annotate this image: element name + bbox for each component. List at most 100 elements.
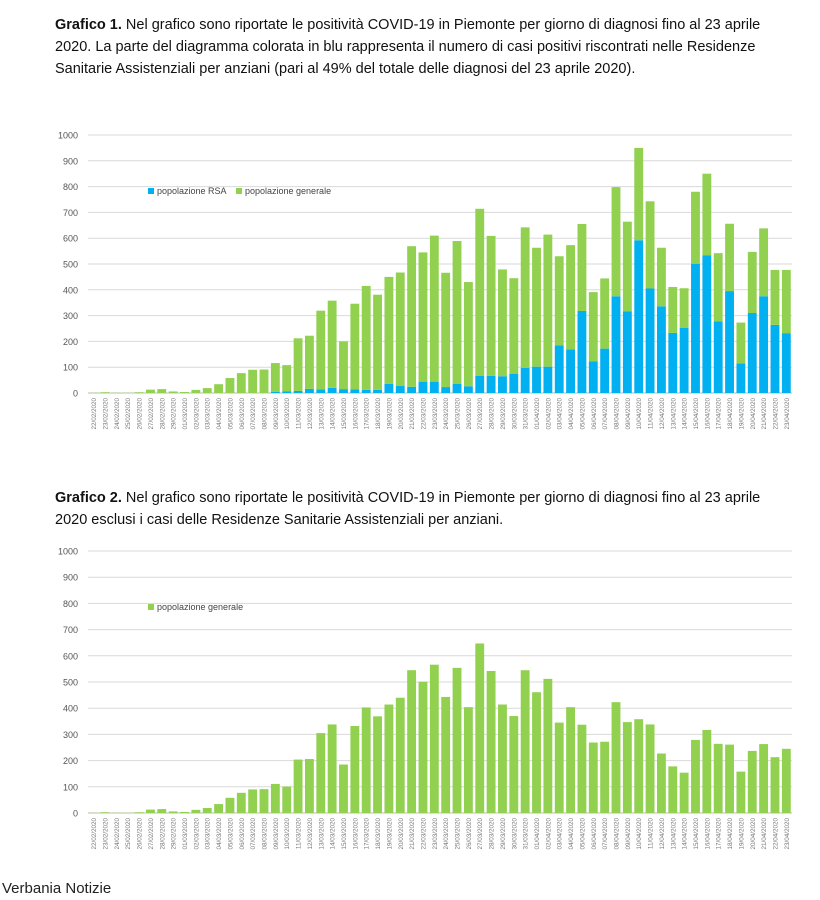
- bar-generale: [736, 322, 746, 364]
- bar-generale: [202, 388, 212, 393]
- bar-generale: [725, 223, 734, 292]
- x-tick-label: 17/03/2020: [364, 818, 371, 850]
- x-tick-label: 24/02/2020: [114, 398, 121, 430]
- bar-rsa: [361, 389, 371, 393]
- bar-generale: [214, 804, 224, 813]
- x-tick-label: 18/03/2020: [375, 818, 382, 850]
- x-tick-label: 01/04/2020: [534, 818, 541, 850]
- bar-generale: [191, 809, 201, 813]
- bar-generale: [770, 269, 780, 325]
- x-tick-label: 15/03/2020: [341, 818, 348, 850]
- x-tick-label: 22/02/2020: [91, 818, 98, 850]
- legend-swatch: [148, 604, 154, 610]
- bar-generale: [679, 772, 689, 813]
- bar-generale: [634, 719, 644, 813]
- x-tick-label: 20/04/2020: [750, 818, 757, 850]
- bar-generale: [248, 369, 258, 393]
- bar-rsa: [498, 376, 507, 393]
- x-tick-label: 10/04/2020: [636, 818, 643, 850]
- y-tick-label: 600: [63, 651, 78, 661]
- y-tick-label: 300: [63, 311, 78, 321]
- legend-label: popolazione generale: [157, 602, 243, 612]
- bar-rsa: [270, 391, 280, 393]
- x-tick-label: 08/04/2020: [614, 818, 621, 850]
- bar-generale: [588, 742, 598, 813]
- bar-generale: [361, 285, 371, 390]
- bar-generale: [736, 771, 746, 813]
- bar-generale: [611, 187, 621, 297]
- x-tick-label: 07/03/2020: [250, 818, 257, 850]
- bar-rsa: [339, 389, 348, 393]
- bar-generale: [725, 744, 734, 813]
- bar-rsa: [407, 386, 417, 393]
- x-tick-label: 12/04/2020: [659, 818, 666, 850]
- bar-rsa: [713, 321, 723, 393]
- bar-generale: [441, 696, 451, 813]
- x-tick-label: 21/04/2020: [761, 818, 768, 850]
- bar-generale: [679, 288, 689, 328]
- x-tick-label: 01/03/2020: [182, 818, 189, 850]
- bar-generale: [373, 294, 382, 390]
- x-tick-label: 16/03/2020: [352, 398, 359, 430]
- x-tick-label: 30/03/2020: [511, 398, 518, 430]
- x-tick-label: 25/02/2020: [125, 398, 132, 430]
- x-tick-label: 11/03/2020: [296, 818, 303, 850]
- bar-generale: [236, 373, 246, 393]
- x-tick-label: 08/03/2020: [262, 818, 269, 850]
- bar-rsa: [463, 386, 473, 393]
- bar-generale: [441, 272, 451, 388]
- x-tick-label: 04/03/2020: [216, 398, 223, 430]
- bar-generale: [611, 702, 621, 813]
- bar-generale: [498, 269, 507, 377]
- bar-generale: [747, 750, 757, 813]
- bar-generale: [475, 643, 485, 813]
- bar-generale: [407, 670, 417, 813]
- bar-generale: [452, 667, 462, 813]
- x-tick-label: 10/03/2020: [284, 398, 291, 430]
- bar-generale: [384, 276, 394, 384]
- bar-generale: [225, 797, 235, 813]
- legend-swatch: [236, 188, 242, 194]
- x-tick-label: 26/03/2020: [466, 818, 473, 850]
- x-tick-label: 14/03/2020: [330, 818, 337, 850]
- legend-swatch: [148, 188, 154, 194]
- x-tick-label: 12/04/2020: [659, 398, 666, 430]
- x-tick-label: 23/02/2020: [103, 398, 110, 430]
- bar-generale: [600, 741, 610, 813]
- x-tick-label: 08/04/2020: [614, 398, 621, 430]
- bar-rsa: [316, 389, 326, 393]
- bar-generale: [759, 744, 769, 813]
- x-tick-label: 25/02/2020: [125, 818, 132, 850]
- x-tick-label: 31/03/2020: [523, 818, 530, 850]
- caption-label: Grafico 1.: [55, 17, 122, 33]
- bar-generale: [157, 389, 167, 393]
- legend-label: popolazione RSA: [157, 186, 227, 196]
- bar-generale: [157, 809, 167, 813]
- bar-generale: [668, 766, 678, 813]
- x-tick-label: 31/03/2020: [523, 398, 530, 430]
- x-tick-label: 09/04/2020: [625, 818, 632, 850]
- bar-generale: [248, 789, 258, 813]
- y-tick-label: 600: [63, 234, 78, 244]
- y-tick-label: 700: [63, 208, 78, 218]
- x-tick-label: 19/04/2020: [738, 818, 745, 850]
- y-tick-label: 0: [73, 389, 78, 399]
- chart-2: 0 100 200 300 400 500 600 700 800 900 1000 22/02/20…: [58, 547, 792, 850]
- bar-rsa: [781, 333, 791, 393]
- x-tick-label: 27/02/2020: [148, 818, 155, 850]
- bar-generale: [566, 707, 576, 813]
- x-tick-label: 16/04/2020: [704, 398, 711, 430]
- x-tick-label: 06/04/2020: [591, 398, 598, 430]
- bar-generale: [316, 733, 326, 813]
- source-footer: Verbania Notizie: [2, 880, 112, 897]
- bar-rsa: [543, 366, 553, 393]
- x-tick-label: 26/03/2020: [466, 398, 473, 430]
- x-tick-label: 17/04/2020: [716, 398, 723, 430]
- bar-generale: [770, 757, 780, 813]
- bar-generale: [350, 303, 360, 390]
- bar-rsa: [736, 363, 746, 393]
- bar-generale: [543, 234, 553, 367]
- bar-generale: [532, 692, 541, 813]
- x-tick-label: 12/03/2020: [307, 818, 314, 850]
- x-tick-label: 25/03/2020: [455, 818, 462, 850]
